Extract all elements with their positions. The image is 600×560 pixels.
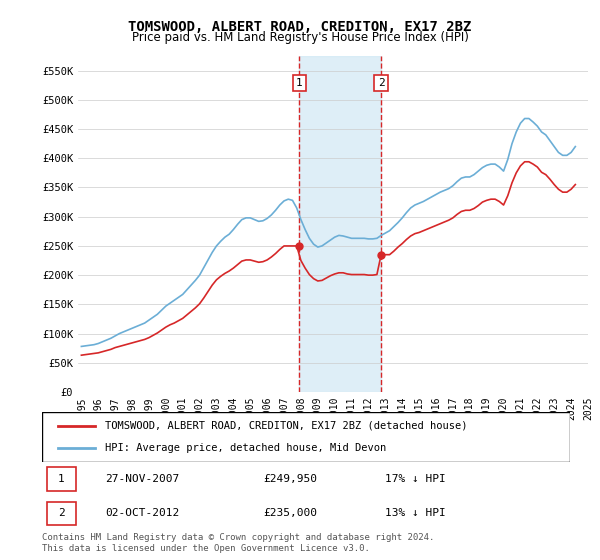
Text: 2: 2: [378, 78, 385, 88]
Text: HPI: Average price, detached house, Mid Devon: HPI: Average price, detached house, Mid …: [106, 443, 386, 453]
FancyBboxPatch shape: [42, 412, 570, 462]
Text: Contains HM Land Registry data © Crown copyright and database right 2024.
This d: Contains HM Land Registry data © Crown c…: [42, 533, 434, 553]
Text: TOMSWOOD, ALBERT ROAD, CREDITON, EX17 2BZ: TOMSWOOD, ALBERT ROAD, CREDITON, EX17 2B…: [128, 20, 472, 34]
Text: 02-OCT-2012: 02-OCT-2012: [106, 508, 179, 518]
Text: 2: 2: [58, 508, 65, 518]
Text: TOMSWOOD, ALBERT ROAD, CREDITON, EX17 2BZ (detached house): TOMSWOOD, ALBERT ROAD, CREDITON, EX17 2B…: [106, 421, 468, 431]
FancyBboxPatch shape: [47, 468, 76, 491]
Text: 13% ↓ HPI: 13% ↓ HPI: [385, 508, 446, 518]
Text: 17% ↓ HPI: 17% ↓ HPI: [385, 474, 446, 484]
Text: Price paid vs. HM Land Registry's House Price Index (HPI): Price paid vs. HM Land Registry's House …: [131, 31, 469, 44]
Text: 27-NOV-2007: 27-NOV-2007: [106, 474, 179, 484]
Bar: [299, 56, 381, 392]
FancyBboxPatch shape: [47, 502, 76, 525]
Text: £235,000: £235,000: [264, 508, 318, 518]
Text: £249,950: £249,950: [264, 474, 318, 484]
Text: 1: 1: [296, 78, 302, 88]
Text: 1: 1: [58, 474, 65, 484]
